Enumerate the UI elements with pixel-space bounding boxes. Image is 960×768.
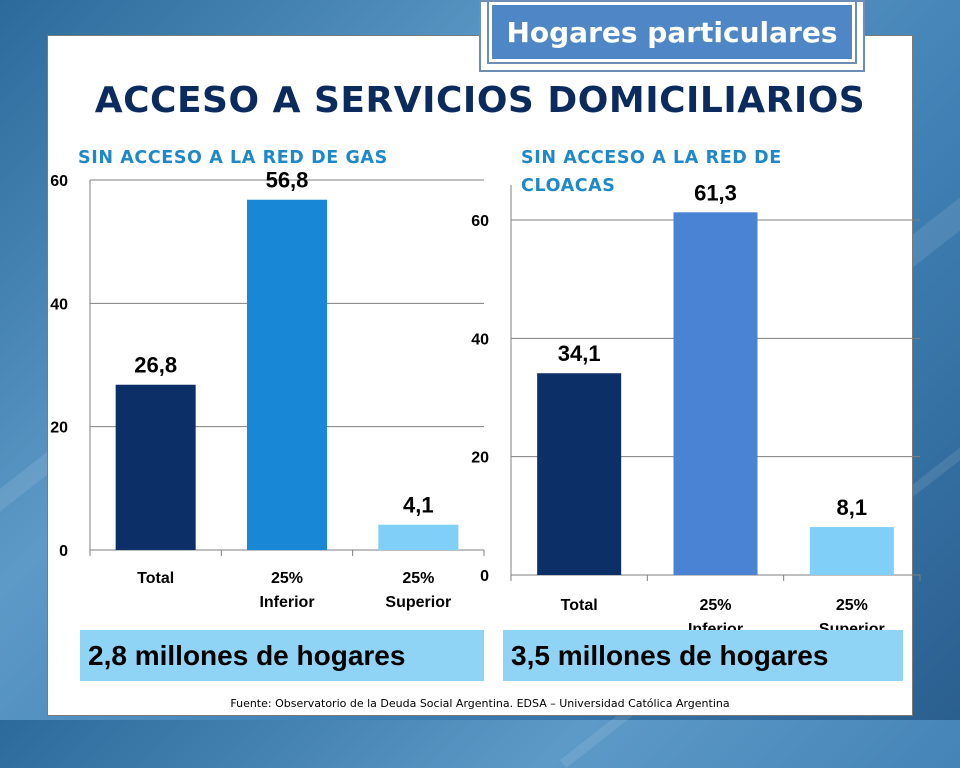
sewer-category-label: 25% [699,597,731,614]
gas-category-label: Total [137,570,174,587]
households-right-box: 3,5 millones de hogares [503,630,903,681]
sewer-category-label: Total [561,597,598,614]
gas-bar [378,524,459,550]
gas-category-label: Inferior [259,594,314,611]
sewer-chart-title-line-2: CLOACAS [521,176,616,196]
sewer-chart-title: SIN ACCESO A LA RED DE CLOACAS [521,144,782,200]
sewer-bar [809,527,894,575]
sewer-bar [673,212,758,575]
gas-value-label: 56,8 [266,168,309,193]
gas-y-tick-label: 40 [50,296,68,313]
sewer-value-label: 8,1 [837,495,868,520]
gas-bar [247,199,327,550]
gas-y-tick-label: 60 [50,173,68,190]
sewer-y-tick-label: 60 [471,213,489,230]
sewer-category-label: 25% [836,597,868,614]
page-title: ACCESO A SERVICIOS DOMICILIARIOS [94,80,866,121]
sewer-bar [537,373,622,575]
slide-panel [47,35,913,716]
households-left-box: 2,8 millones de hogares [80,630,484,681]
gas-y-tick-label: 0 [59,543,68,560]
gas-category-label: 25% [271,570,303,587]
gas-bar [115,384,196,550]
sewer-value-label: 34,1 [558,341,601,366]
sewer-y-tick-label: 20 [471,450,489,467]
gas-value-label: 26,8 [134,353,177,378]
source-note: Fuente: Observatorio de la Deuda Social … [230,697,730,710]
gas-category-label: Superior [385,594,451,611]
sewer-y-tick-label: 0 [480,568,489,585]
gas-y-tick-label: 20 [50,420,68,437]
gas-category-label: 25% [402,570,434,587]
sewer-y-tick-label: 40 [471,331,489,348]
bar-charts: 0 20 40 60 26,8 Total 56,8 25% Inferior 4,1 25% Sup… [50,168,921,638]
sewer-value-label: 61,3 [694,180,737,205]
gas-chart-title: SIN ACCESO A LA RED DE GAS [78,148,388,168]
sewer-chart-title-line-1: SIN ACCESO A LA RED DE [521,148,782,168]
households-badge-label: Hogares particulares [487,0,857,64]
gas-value-label: 4,1 [403,493,434,518]
households-badge: Hogares particulares [479,0,865,72]
